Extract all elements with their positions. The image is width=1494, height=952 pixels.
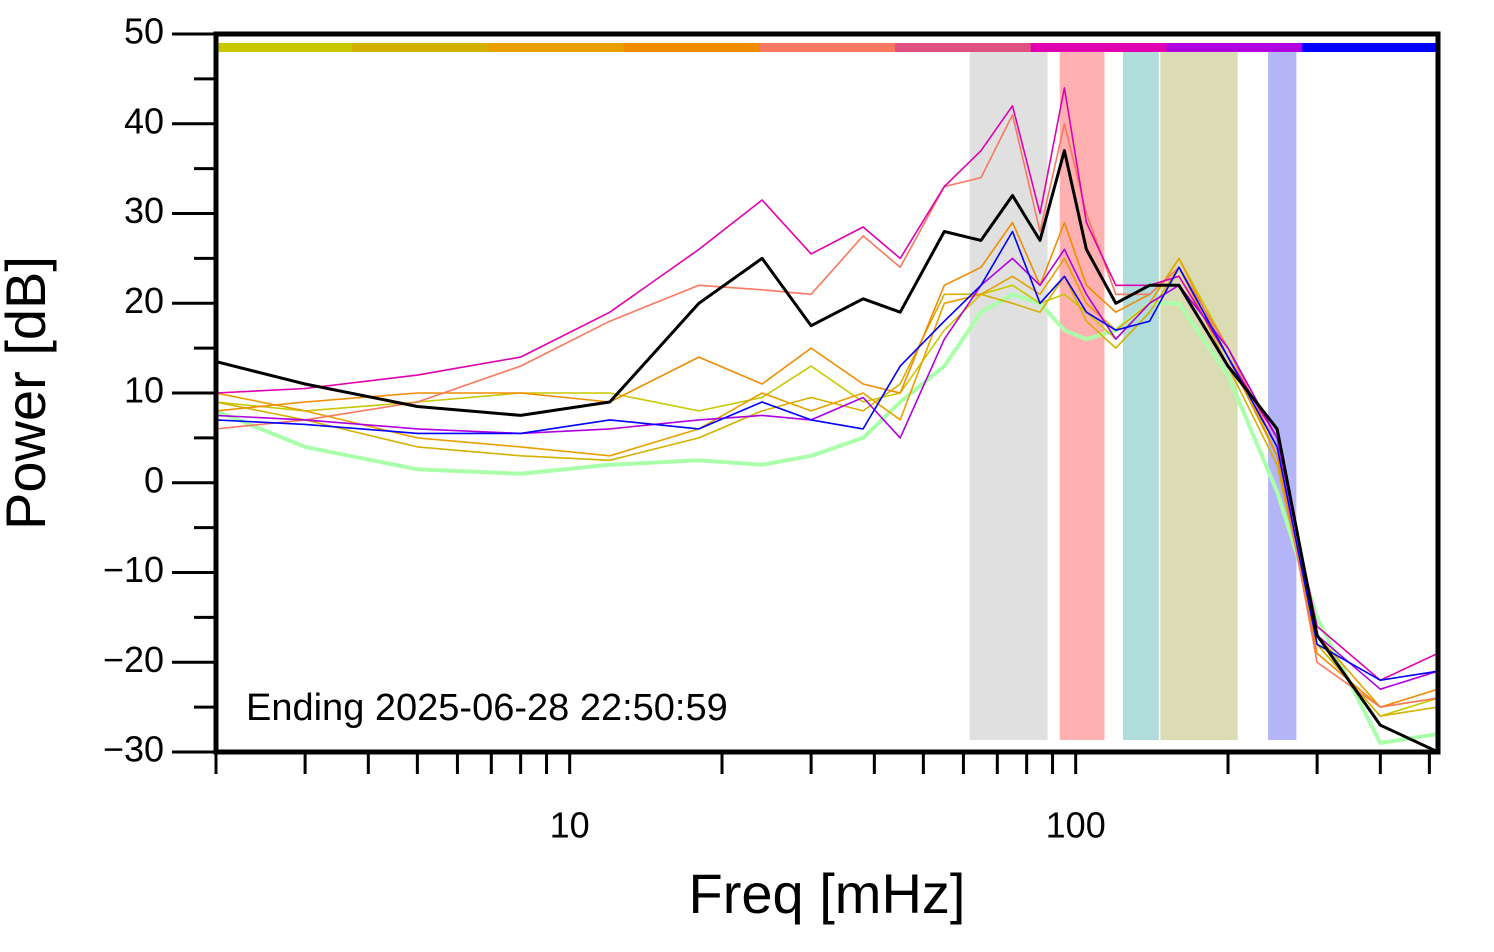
colorbar-segment <box>759 43 896 52</box>
series-line <box>216 230 1438 681</box>
colorbar-segment <box>894 43 1032 52</box>
y-tick-label: 0 <box>144 459 164 500</box>
y-tick-label: 40 <box>124 100 164 141</box>
x-tick-label: 10 <box>550 805 590 846</box>
annotation: Ending 2025-06-28 22:50:59 <box>246 687 728 729</box>
band <box>1122 50 1159 740</box>
colorbar-segment <box>351 43 489 52</box>
colorbar-segment <box>487 43 624 52</box>
series-line <box>216 149 1438 752</box>
colorbar-segment <box>216 43 353 52</box>
series-line <box>216 87 1438 681</box>
series-line <box>216 257 1438 708</box>
y-tick-label: −10 <box>103 549 164 590</box>
band <box>1268 50 1297 740</box>
colorbar-segment <box>623 43 760 52</box>
y-tick-label: 10 <box>124 370 164 411</box>
colorbar-segment <box>1302 43 1439 52</box>
frame <box>213 31 1441 755</box>
y-axis-label: Power [dB] <box>0 256 57 530</box>
x-tick-label: 100 <box>1046 805 1106 846</box>
band <box>1160 50 1238 740</box>
y-tick-label: 30 <box>124 190 164 231</box>
colorbar-segment <box>1030 43 1167 52</box>
series-line <box>216 266 1438 717</box>
bands <box>969 50 1297 740</box>
y-tick-label: 20 <box>124 280 164 321</box>
series-line <box>216 292 1438 745</box>
y-tick-label: 50 <box>124 11 164 52</box>
band <box>969 50 1048 740</box>
series-line <box>216 248 1438 690</box>
colorbar-segment <box>1166 43 1303 52</box>
y-tick-label: −20 <box>103 639 164 680</box>
x-axis-label: Freq [mHz] <box>689 862 966 925</box>
colorbar <box>216 43 1439 52</box>
y-tick-label: −30 <box>103 729 164 770</box>
lines <box>216 87 1438 752</box>
series-line <box>216 257 1438 717</box>
